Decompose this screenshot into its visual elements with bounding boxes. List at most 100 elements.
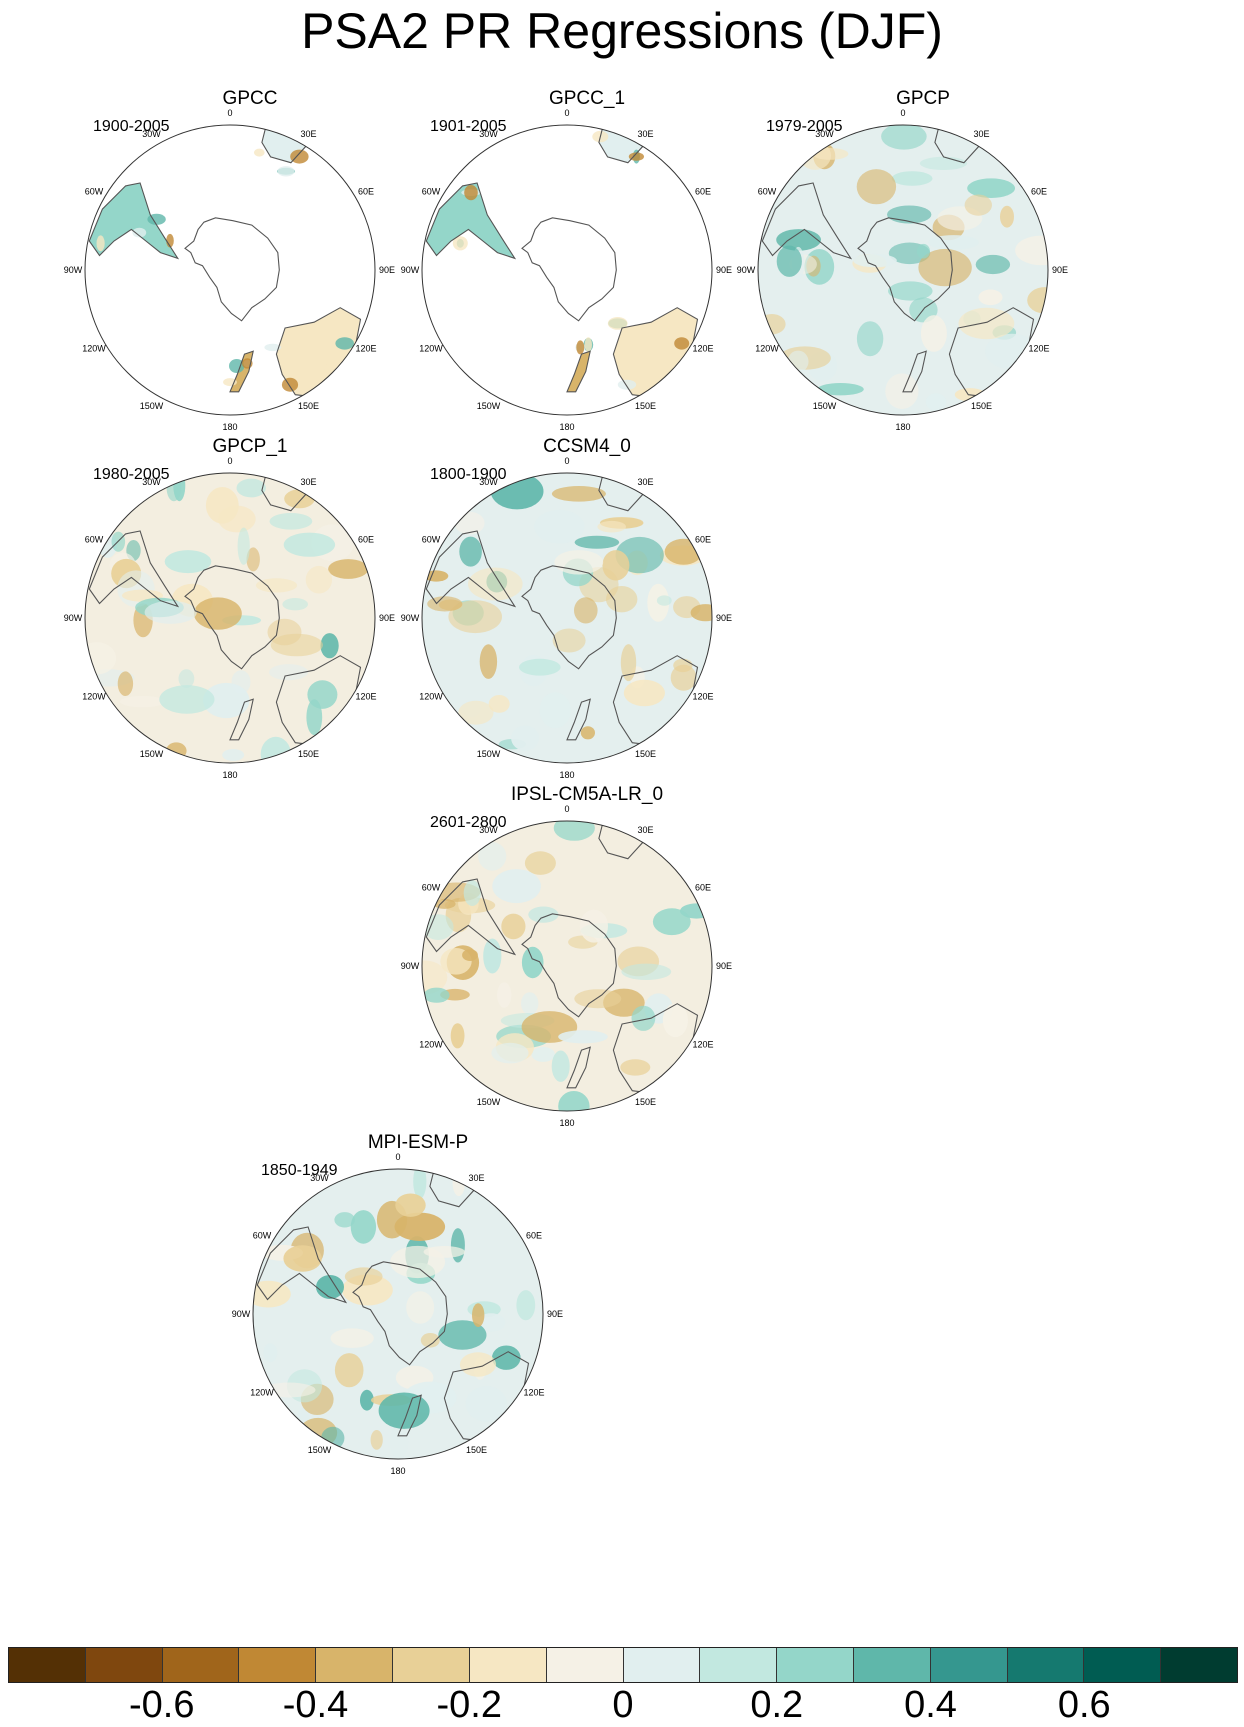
field-blob	[602, 550, 630, 581]
field-blob	[468, 567, 523, 601]
field-blob	[673, 658, 693, 673]
field-blob	[117, 671, 134, 696]
field-blob	[606, 586, 638, 613]
colorbar-label: 0.4	[904, 1684, 957, 1726]
colorbar-swatch	[316, 1648, 394, 1682]
land-field-blob	[674, 337, 690, 350]
longitude-label: 60W	[422, 535, 441, 545]
field-blob	[85, 642, 117, 675]
field-blob	[394, 1212, 446, 1241]
field-blob	[459, 536, 482, 567]
field-blob	[891, 171, 933, 186]
longitude-label: 180	[559, 1118, 574, 1128]
longitude-label: 60E	[358, 187, 374, 197]
field-blob	[478, 842, 507, 871]
land-field	[89, 183, 178, 259]
longitude-label: 90W	[232, 1309, 251, 1319]
new-zealand-coastline	[566, 698, 591, 741]
field-blob	[928, 235, 979, 250]
map-panel: GPCP_1 1980-2005 0 30E 60E 90E 120E 150E 180 150W…	[64, 436, 420, 806]
field-blob	[378, 1392, 430, 1429]
field-blob	[690, 604, 712, 622]
longitude-label: 60W	[422, 187, 441, 197]
longitude-label: 30E	[637, 129, 653, 139]
field-blob	[334, 1353, 364, 1388]
field-blob	[1015, 235, 1048, 266]
longitude-label: 150W	[308, 1445, 332, 1455]
longitude-label: 150W	[813, 401, 837, 411]
field-blob	[925, 393, 947, 411]
map-boundary	[421, 820, 713, 1112]
longitude-label: 0	[564, 108, 569, 118]
field-blob	[553, 821, 595, 841]
map-panel: IPSL-CM5A-LR_0 2601-2800 0 30E 60E 90E 120E 150…	[401, 784, 757, 1154]
panel-title: IPSL-CM5A-LR_0	[510, 784, 664, 805]
field-blob	[459, 1352, 497, 1377]
longitude-label: 150E	[635, 401, 656, 411]
longitude-label: 90E	[379, 613, 395, 623]
field-blob	[483, 938, 502, 974]
antarctica-coastline	[857, 217, 953, 322]
field-blob	[528, 906, 559, 923]
longitude-label: 30W	[479, 129, 498, 139]
longitude-label: 180	[222, 770, 237, 780]
field-blob	[916, 243, 930, 259]
field-blob	[881, 125, 927, 150]
field-blob	[580, 726, 595, 740]
new-zealand-coastline	[566, 1046, 591, 1089]
colorbar-label: 0	[612, 1684, 634, 1726]
field-blob	[306, 699, 323, 736]
new-zealand-coastline	[902, 350, 927, 393]
longitude-label: 90E	[716, 265, 732, 275]
field-blob	[551, 1050, 570, 1082]
longitude-label: 120E	[523, 1388, 544, 1398]
field-blob	[159, 685, 215, 714]
field-blob	[967, 178, 1015, 198]
longitude-label: 120E	[692, 1040, 713, 1050]
field-blob	[856, 169, 897, 205]
south-america-coastline	[761, 182, 853, 260]
field-blob	[422, 914, 454, 940]
panel-years: 1979-2005	[766, 118, 843, 135]
field-blob	[551, 486, 606, 502]
longitude-label: 90W	[64, 265, 83, 275]
field-blob	[119, 695, 166, 708]
polar-map: 0 30E 60E 90E 120E 150E 180 150W 120W 90W 60W 30W	[232, 1152, 563, 1476]
antarctica-coastline	[521, 217, 617, 322]
field-blob	[427, 596, 463, 612]
field-blob	[853, 253, 897, 268]
longitude-label: 150W	[140, 401, 164, 411]
longitude-label: 90E	[716, 961, 732, 971]
longitude-label: 30W	[142, 129, 161, 139]
field-blob	[574, 597, 598, 624]
longitude-label: 180	[222, 422, 237, 432]
antarctica-coastline	[352, 1261, 448, 1366]
field-blob	[260, 736, 291, 763]
polar-map: 0 30E 60E 90E 120E 150E 180 150W 120W 90W 60W 30W	[401, 456, 732, 780]
longitude-label: 120E	[1028, 344, 1049, 354]
field-blob	[631, 1005, 656, 1031]
longitude-label: 180	[559, 770, 574, 780]
field-blob	[656, 595, 672, 606]
field-blob	[491, 1042, 529, 1064]
longitude-label: 30E	[637, 825, 653, 835]
panel-title: GPCP_1	[212, 436, 288, 457]
longitude-label: 150E	[635, 749, 656, 759]
longitude-label: 120E	[355, 692, 376, 702]
colorbar-swatch	[162, 1648, 240, 1682]
land-field-blob	[147, 213, 166, 225]
colorbar-swatch	[930, 1648, 1008, 1682]
longitude-label: 150E	[298, 749, 319, 759]
field-blob	[316, 1275, 344, 1299]
longitude-label: 90W	[401, 265, 420, 275]
field-blob	[350, 1210, 377, 1244]
new-zealand-coastline	[229, 350, 254, 393]
new-zealand-coastline	[397, 1394, 422, 1437]
field-blob	[463, 880, 481, 906]
field-blob	[472, 1303, 485, 1327]
longitude-label: 150W	[477, 401, 501, 411]
field-blob	[462, 949, 478, 961]
antarctica-coastline	[521, 913, 617, 1018]
colorbar-swatch	[9, 1648, 86, 1682]
field-blob	[597, 520, 626, 533]
